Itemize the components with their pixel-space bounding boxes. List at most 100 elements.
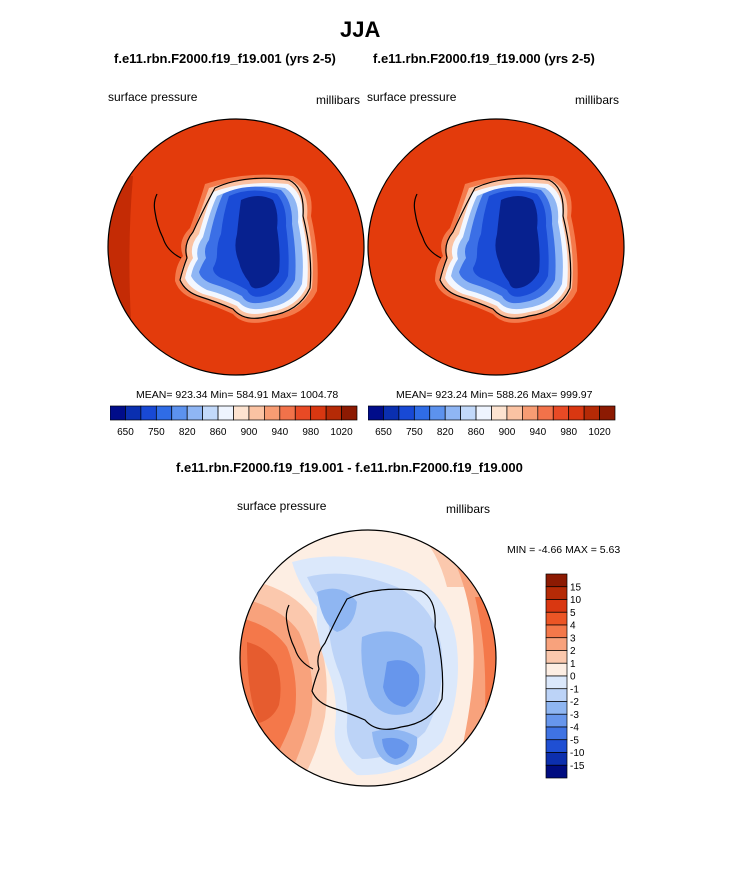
- colorbar-segment: [506, 405, 523, 421]
- panel-1-variable-label: surface pressure: [108, 90, 198, 104]
- panel-3-peninsula: [285, 604, 314, 670]
- panel-2-field-level-7: [495, 196, 540, 289]
- colorbar-segment: [248, 405, 265, 421]
- colorbar-tick-label: 1020: [330, 427, 353, 438]
- colorbar-tick-label: 820: [437, 427, 454, 438]
- colorbar-segment: [233, 405, 250, 421]
- panel-3-coastline: [311, 588, 444, 730]
- panel-1-coastline: [179, 177, 312, 319]
- colorbar-segment: [545, 752, 568, 766]
- colorbar-tick-label: 860: [210, 427, 227, 438]
- colorbar-segment: [545, 624, 568, 639]
- colorbar-segment: [186, 405, 203, 421]
- panel-1-map-border: [107, 118, 365, 376]
- colorbar-segment: [537, 405, 554, 421]
- colorbar-tick-label: 1: [570, 659, 576, 670]
- colorbar-segment: [429, 405, 446, 421]
- colorbar-tick-label: 1020: [588, 427, 611, 438]
- panel-3-negative-core-3: [382, 737, 409, 759]
- colorbar-segment: [140, 405, 157, 421]
- colorbar-tick-label: -4: [570, 723, 579, 734]
- colorbar-tick-label: -15: [570, 761, 585, 772]
- colorbar-segment: [545, 688, 568, 702]
- colorbar-tick-label: 3: [570, 633, 576, 644]
- colorbar-tick-label: 750: [406, 427, 423, 438]
- colorbar-tick-label: 650: [117, 427, 134, 438]
- panel-3-negative-core-1: [383, 660, 420, 707]
- colorbar-segment: [460, 405, 477, 421]
- colorbar-segment: [545, 573, 568, 588]
- colorbar-tick-label: 900: [241, 427, 258, 438]
- colorbar-tick-label: -1: [570, 684, 579, 695]
- colorbar-segment: [125, 405, 142, 421]
- colorbar-segment: [545, 764, 568, 779]
- panel-2-map: [367, 118, 625, 376]
- panel-1-western-band: [108, 176, 133, 375]
- colorbar-tick-label: 10: [570, 595, 582, 606]
- colorbar-segment: [545, 662, 568, 677]
- colorbar-tick-label: -5: [570, 735, 579, 746]
- colorbar-segment: [171, 405, 188, 421]
- panel-1-field-level-7: [235, 196, 280, 289]
- panel-2-peninsula: [413, 193, 442, 259]
- colorbar-segment: [599, 405, 616, 421]
- colorbar-tick-label: 15: [570, 582, 582, 593]
- colorbar-segment: [552, 405, 570, 421]
- panel-1-stats: MEAN= 923.34 Min= 584.91 Max= 1004.78: [136, 389, 339, 401]
- colorbar-segment: [522, 405, 539, 421]
- colorbar-segment: [444, 405, 461, 421]
- colorbar-segment: [545, 637, 568, 651]
- colorbar-segment: [545, 701, 568, 715]
- panel-2-map-border: [367, 118, 625, 376]
- panel-3-title: f.e11.rbn.F2000.f19_f19.001 - f.e11.rbn.…: [176, 460, 523, 475]
- panel-3-map: [239, 529, 497, 787]
- colorbar-tick-label: 980: [560, 427, 577, 438]
- colorbar-tick-label: -3: [570, 710, 579, 721]
- panel-1-peninsula: [153, 193, 182, 259]
- colorbar-segment: [545, 713, 568, 728]
- colorbar-tick-label: 980: [302, 427, 319, 438]
- colorbar-segment: [545, 611, 568, 626]
- colorbar-segment: [294, 405, 312, 421]
- panel-3-stats: MIN = -4.66 MAX = 5.63: [507, 544, 621, 556]
- colorbar-tick-label: 820: [179, 427, 196, 438]
- colorbar-tick-label: -2: [570, 697, 579, 708]
- colorbar-segment: [545, 739, 568, 753]
- panel-3-west-positive-core: [247, 642, 281, 723]
- colorbar-segment: [475, 405, 492, 421]
- page-title: JJA: [340, 17, 381, 42]
- colorbar-segment: [413, 405, 431, 421]
- colorbar-segment: [398, 405, 415, 421]
- colorbar-tick-label: 860: [468, 427, 485, 438]
- panel-2-colorbar: 650 750 820 860 900 940 980 1020: [368, 405, 616, 438]
- panel-1-units-label: millibars: [316, 93, 361, 107]
- panel-1-title: f.e11.rbn.F2000.f19_f19.001 (yrs 2-5): [114, 51, 336, 66]
- colorbar-segment: [491, 405, 508, 421]
- colorbar-tick-label: 2: [570, 646, 576, 657]
- panel-3-map-border: [239, 529, 497, 787]
- colorbar-tick-label: -10: [570, 748, 585, 759]
- colorbar-segment: [545, 650, 568, 664]
- colorbar-segment: [583, 405, 600, 421]
- panel-2-units-label: millibars: [575, 93, 620, 107]
- colorbar-segment: [325, 405, 342, 421]
- panel-3-variable-label: surface pressure: [237, 499, 327, 513]
- colorbar-segment: [279, 405, 296, 421]
- colorbar-tick-label: 650: [375, 427, 392, 438]
- colorbar-tick-label: 0: [570, 672, 576, 683]
- colorbar-segment: [368, 405, 384, 421]
- colorbar-segment: [545, 726, 568, 741]
- colorbar-segment: [341, 405, 358, 421]
- colorbar-segment: [545, 675, 568, 690]
- colorbar-segment: [545, 599, 568, 613]
- colorbar-segment: [155, 405, 173, 421]
- colorbar-segment: [568, 405, 585, 421]
- colorbar-segment: [264, 405, 281, 421]
- colorbar-tick-label: 900: [499, 427, 516, 438]
- colorbar-segment: [545, 586, 568, 600]
- panel-3-units-label: millibars: [446, 502, 491, 516]
- colorbar-tick-label: 4: [570, 621, 576, 632]
- panel-2-coastline: [439, 177, 572, 319]
- panel-2-title: f.e11.rbn.F2000.f19_f19.000 (yrs 2-5): [373, 51, 595, 66]
